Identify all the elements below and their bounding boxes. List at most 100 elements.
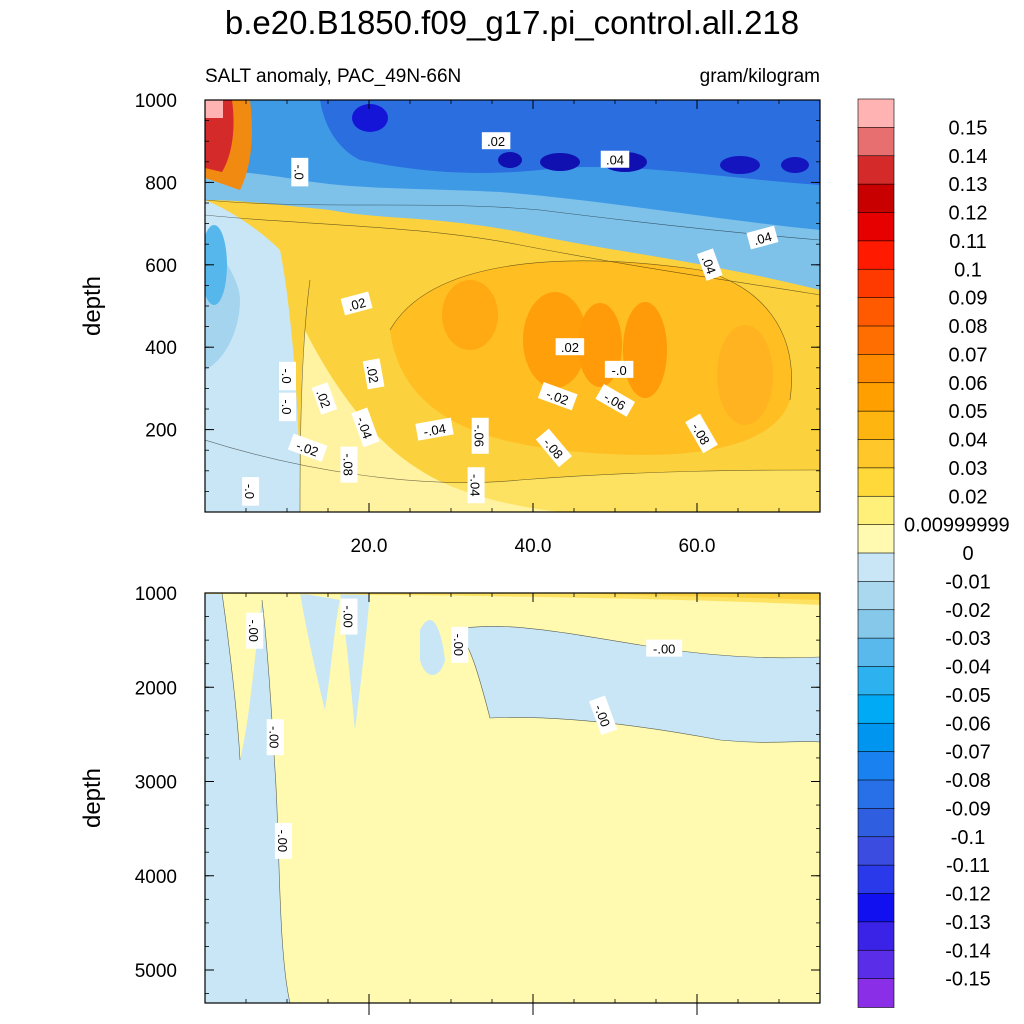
contour-label: -.00	[266, 719, 284, 756]
colorbar-swatch	[857, 268, 895, 299]
contour-label-text: -.04	[422, 421, 447, 440]
contour-label-box	[451, 626, 469, 663]
colorbar-level-label: 0.1	[954, 259, 982, 281]
contour-label: -.02	[287, 433, 328, 462]
y-tick-label: 1000	[135, 584, 177, 605]
contour-label: -.0	[279, 361, 296, 391]
contour-label-box	[287, 433, 328, 462]
colorbar-swatch	[857, 212, 895, 242]
contour-label: .04	[746, 225, 779, 250]
y-tick-label: 1000	[135, 91, 177, 112]
colorbar-level-label: 0.11	[949, 231, 986, 253]
contour-label-text: .04	[699, 254, 719, 276]
contour-label-text: -.00	[653, 642, 675, 657]
contour-label-text: -.00	[341, 605, 356, 627]
colorbar-swatch	[857, 666, 895, 696]
y-tick-label: 5000	[135, 961, 177, 982]
colorbar-swatch	[857, 382, 895, 412]
colorbar-level-label: -0.06	[945, 713, 991, 735]
colorbar-swatch	[857, 155, 895, 185]
contour-label-box	[537, 382, 578, 411]
contour-label-text: .02	[561, 340, 579, 355]
contour-label-box	[340, 446, 358, 483]
colorbar-level-label: -0.13	[945, 912, 991, 934]
colorbar-swatch	[857, 722, 895, 753]
colorbar-swatch	[857, 609, 895, 639]
colorbar-level-label: -0.02	[945, 600, 991, 622]
colorbar-swatch	[857, 949, 895, 980]
contour-label: -.02	[537, 382, 578, 411]
contour-label: .02	[340, 291, 373, 316]
contour-label-text: -.02	[294, 438, 320, 460]
colorbar-level-label: 0.14	[949, 146, 988, 168]
colorbar-level-label: 0.12	[949, 203, 988, 225]
colorbar-level-label: 0.09	[949, 288, 988, 310]
contour-label-box	[246, 612, 264, 649]
colorbar-level-label: 0.00999999	[904, 515, 1010, 537]
contour-label-box	[696, 248, 723, 281]
colorbar-level-label: 0.06	[949, 373, 988, 395]
contour-label-box	[274, 822, 292, 859]
contour-label-box	[555, 338, 585, 356]
contour-label-text: -.04	[468, 474, 483, 496]
colorbar-swatch	[857, 893, 895, 923]
contour-label-box	[589, 695, 618, 736]
lower-y-axis-label: depth	[79, 768, 106, 828]
contour-label-text: -.0	[612, 363, 627, 378]
colorbar-level-label: -0.1	[951, 827, 985, 849]
contour-label-box	[471, 417, 489, 454]
colorbar-swatch	[857, 410, 895, 441]
lower-contour-fill	[205, 593, 820, 1003]
x-tick-label: 60.0	[679, 536, 716, 557]
lower-panel: -.00 -.00 -.00 -.00 -.00 -.00 -.00 1000 2000 300…	[79, 584, 821, 1015]
contour-label-box	[311, 382, 338, 415]
contour-label-text: -.00	[591, 703, 613, 729]
colorbar-level-label: -0.09	[945, 798, 991, 820]
colorbar-level-label: 0.03	[949, 458, 988, 480]
colorbar-level-label: 0.13	[949, 174, 988, 196]
contour-label-text: .02	[346, 295, 367, 314]
contour-label: -.0	[291, 157, 309, 187]
contour-label-box	[595, 383, 636, 417]
colorbar-swatch	[857, 524, 895, 554]
colorbar-swatch	[857, 127, 895, 157]
contour-label-text: -.0	[242, 484, 257, 499]
colorbar-level-label: 0.05	[949, 401, 988, 423]
contour-label-box	[279, 392, 296, 422]
colorbar-swatch	[857, 694, 895, 725]
contour-label: -.0	[604, 360, 634, 378]
contour-label-text: .04	[752, 229, 773, 248]
colorbar-swatch	[857, 297, 895, 327]
colorbar-level-label: 0	[962, 543, 973, 565]
colorbar-level-label: 0.02	[949, 486, 988, 508]
contour-label: .02	[362, 358, 385, 390]
contour-label-box	[351, 407, 380, 448]
contour-label: -.00	[451, 626, 469, 663]
contour-label: -.00	[246, 612, 264, 649]
colorbar-swatch	[857, 836, 895, 866]
contour-label-text: .02	[487, 134, 505, 149]
contour-label-box	[279, 361, 296, 391]
lower-x-axis-ticks	[245, 593, 780, 1015]
contour-label-box	[600, 150, 630, 168]
colorbar-swatch	[857, 808, 895, 838]
y-tick-label: 3000	[135, 773, 177, 794]
colorbar-level-label: -0.14	[945, 940, 991, 962]
contour-label-box	[646, 639, 683, 657]
contour-label-text: -.00	[451, 634, 466, 656]
contour-label-text: -.0	[291, 165, 306, 180]
contour-label-text: .04	[606, 153, 624, 168]
colorbar-swatch	[857, 325, 895, 356]
contour-label: -.04	[351, 407, 380, 448]
contour-label: -.0	[279, 392, 296, 422]
contour-label-box	[604, 360, 634, 378]
y-tick-label: 200	[145, 421, 177, 442]
colorbar-level-label: -0.04	[945, 657, 991, 679]
contour-label: -.04	[415, 417, 454, 441]
colorbar-swatch	[857, 183, 895, 214]
colorbar-level-label: -0.01	[945, 571, 991, 593]
upper-subtitle-left: SALT anomaly, PAC_49N-66N	[205, 66, 461, 87]
contour-label-text: -.0	[279, 368, 294, 383]
contour-label-text: -.00	[246, 619, 261, 641]
